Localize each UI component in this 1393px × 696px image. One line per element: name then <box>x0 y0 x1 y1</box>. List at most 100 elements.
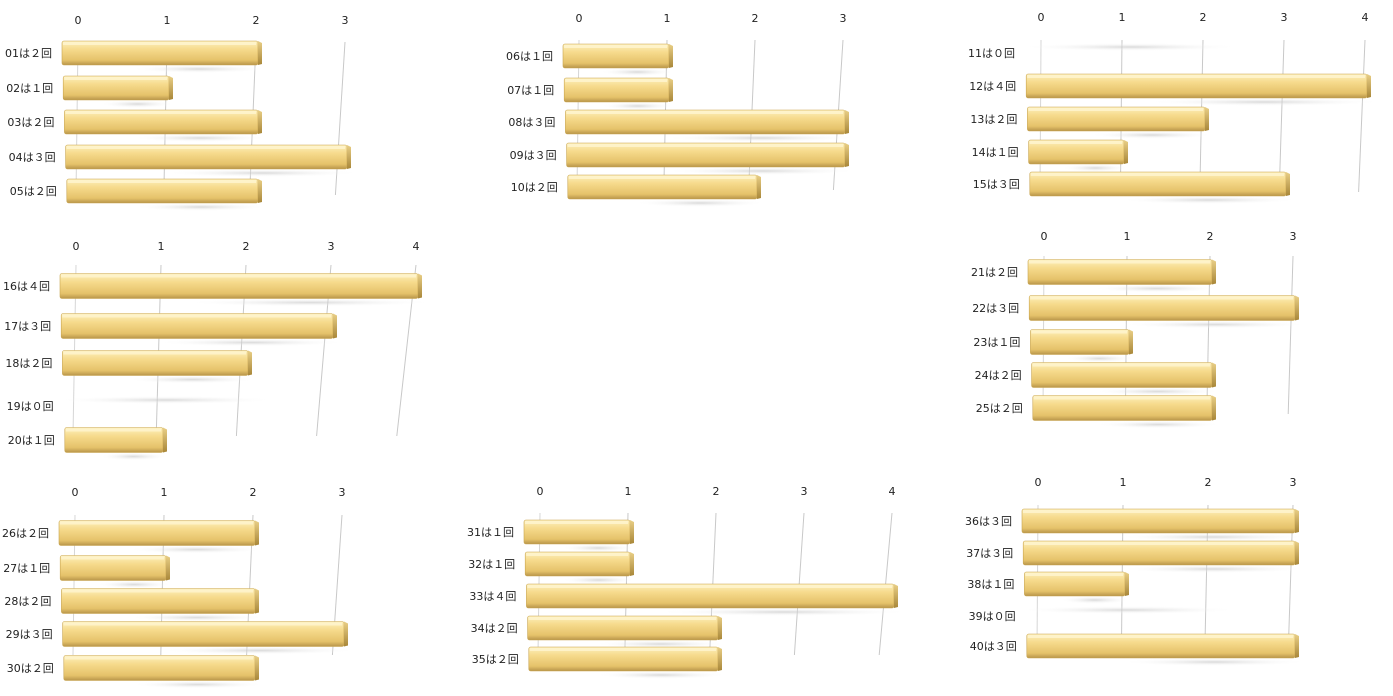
bar-end-cap <box>258 179 262 203</box>
category-label: 24は２回 <box>975 369 1022 382</box>
category-label: 16は４回 <box>3 280 50 293</box>
bar-shadow <box>561 576 636 584</box>
category-label: 13は２回 <box>970 113 1017 126</box>
bar-end-cap <box>1295 634 1299 658</box>
tick-label: 0 <box>1041 230 1048 243</box>
bar-highlight <box>1032 363 1210 367</box>
chart-7: 0 1 2 3 4 31は１回 32は１回 33は４回 34は２回 35は２回 <box>467 485 913 679</box>
bar-end-cap <box>718 616 722 640</box>
category-label: 14は１回 <box>972 146 1019 159</box>
bar-highlight <box>65 111 257 114</box>
bar-shadow <box>1145 98 1385 106</box>
bar-highlight <box>528 617 716 620</box>
tick-label: 2 <box>1200 11 1207 24</box>
bar-highlight <box>1029 260 1210 264</box>
tick-label: 1 <box>161 486 168 499</box>
gridline <box>334 41 346 196</box>
category-label: 11は０回 <box>968 47 1015 60</box>
tick-label: 2 <box>243 240 250 253</box>
bar-end-cap <box>258 110 262 134</box>
category-label: 03は２回 <box>7 116 54 129</box>
bar-end-cap <box>757 175 761 199</box>
bar-highlight <box>67 180 256 183</box>
bar-end-cap <box>669 78 673 102</box>
bar-shadow <box>1059 596 1131 604</box>
bar-shadow <box>1092 284 1222 293</box>
bar-highlight <box>1027 75 1365 78</box>
tick-label: 1 <box>1120 476 1127 489</box>
bar-shadow <box>127 545 265 554</box>
category-label: 19は０回 <box>7 400 54 413</box>
bar-shadow <box>1018 606 1238 614</box>
bar-end-cap <box>718 647 722 671</box>
bar-end-cap <box>1205 107 1209 131</box>
bar-shadow <box>132 134 268 142</box>
tick-label: 1 <box>1119 11 1126 24</box>
bar-highlight <box>65 428 161 432</box>
category-label: 28は２回 <box>4 595 51 608</box>
bar-highlight <box>63 622 342 626</box>
bar-highlight <box>565 79 667 82</box>
bar-highlight <box>566 111 843 114</box>
tick-label: 3 <box>840 12 847 25</box>
bar-shadow <box>97 580 172 589</box>
bar-shadow <box>99 452 168 461</box>
bar-highlight <box>61 556 165 560</box>
bar-highlight <box>564 45 667 48</box>
bar-shadow <box>634 199 767 207</box>
category-label: 15は３回 <box>973 178 1020 191</box>
tick-label: 4 <box>1362 11 1369 24</box>
bar-highlight <box>63 42 256 45</box>
bar-shadow <box>133 203 268 211</box>
category-label: 31は１回 <box>467 526 514 539</box>
bar-shadow <box>1061 164 1129 172</box>
bar-highlight <box>527 585 892 588</box>
chart-2: 0 1 2 3 06は１回 07は１回 08は３回 09は３回 10は２回 <box>506 12 859 207</box>
gridline <box>1278 39 1285 193</box>
bar-shadow <box>1095 420 1221 429</box>
bar-shadow <box>156 338 347 347</box>
bar-highlight <box>1029 141 1122 144</box>
bar-shadow <box>594 640 728 648</box>
category-label: 01は２回 <box>5 47 52 60</box>
category-label: 40は３回 <box>970 640 1017 653</box>
tick-label: 0 <box>1035 476 1042 489</box>
bar-shadow <box>600 102 675 110</box>
bar-end-cap <box>630 552 634 576</box>
bar-end-cap <box>1286 172 1290 196</box>
chart-4: 0 1 2 3 4 16は４回 17は３回 18は２回 19は０回 20は１回 <box>3 240 436 461</box>
tick-label: 0 <box>75 14 82 27</box>
bar-shadow <box>100 100 175 108</box>
bar-shadow <box>127 375 258 384</box>
tick-label: 1 <box>664 12 671 25</box>
category-label: 39は０回 <box>969 610 1016 623</box>
bar-end-cap <box>166 555 170 581</box>
category-label: 30は２回 <box>7 662 54 675</box>
gridline <box>1287 255 1294 415</box>
bar-shadow <box>185 298 436 307</box>
bar-highlight <box>1023 510 1293 513</box>
bar-end-cap <box>1212 259 1216 285</box>
category-label: 05は２回 <box>10 185 57 198</box>
bar-highlight <box>1027 635 1293 638</box>
bar-end-cap <box>258 41 262 65</box>
chart-8: 0 1 2 3 36は３回 37は３回 38は１回 39は０回 40は３回 <box>965 476 1309 666</box>
tick-label: 4 <box>413 240 420 253</box>
bar-shadow <box>1120 658 1309 666</box>
bar-end-cap <box>845 110 849 134</box>
chart-3: 0 1 2 3 4 11は０回 12は４回 13は２回 14は１回 15は３回 <box>968 11 1385 204</box>
tick-label: 3 <box>1281 11 1288 24</box>
category-label: 20は１回 <box>8 434 55 447</box>
bar-highlight <box>525 521 628 524</box>
category-label: 21は２回 <box>971 266 1018 279</box>
bar-end-cap <box>1212 395 1216 421</box>
bar-highlight <box>64 77 167 80</box>
bar-highlight <box>1030 173 1284 176</box>
bar-end-cap <box>347 145 351 169</box>
bar-end-cap <box>845 143 849 167</box>
chart-6: 0 1 2 3 26は２回 27は１回 28は２回 29は３回 30は２回 <box>2 486 359 689</box>
bar-highlight <box>526 553 628 556</box>
bar-end-cap <box>248 350 252 376</box>
bar-end-cap <box>163 427 167 453</box>
